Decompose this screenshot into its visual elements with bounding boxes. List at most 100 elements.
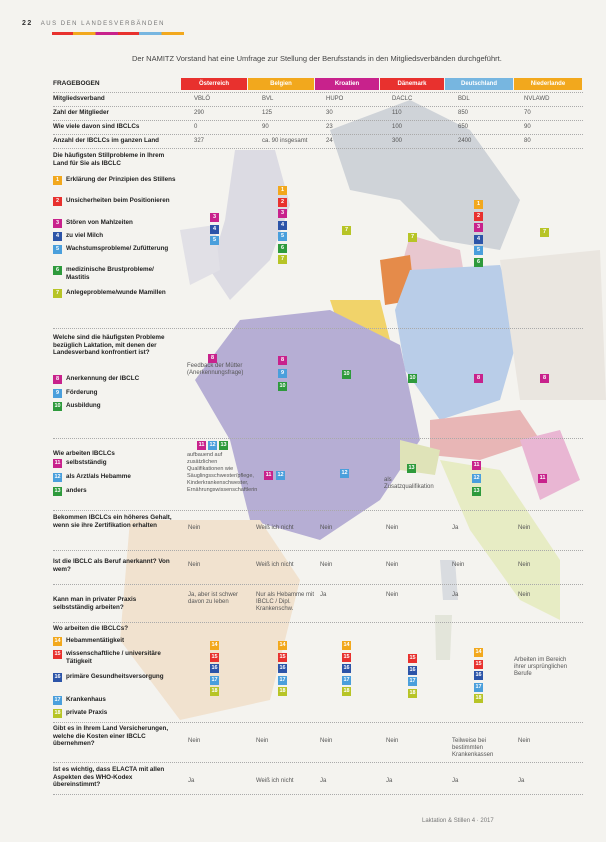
row-label-who: Ist es wichtig, dass ELACTA mit allen As… [53,766,165,788]
table-cell: ca. 90 insgesamt [262,138,308,144]
page-header: 22 AUS DEN LANDESVERBÄNDEN [22,20,165,27]
badge-11: 11 [264,471,273,480]
badge-6: 6 [53,266,62,275]
column-header-germany: Deutschland [445,78,513,90]
badge-15: 15 [408,654,417,663]
badge-15: 15 [210,652,219,662]
row-label-salary: Bekommen IBCLCs ein höheres Gehalt, wenn… [53,514,172,529]
badge-6: 6 [278,243,287,253]
table-cell: Ja [452,525,459,531]
row-label-recognition: Ist die IBCLC als Beruf anerkannt? Von w… [53,558,170,573]
table-cell: Weiß ich nicht [256,525,294,531]
badge-7: 7 [53,289,62,298]
legend-item-18: 18 private Praxis [53,709,178,718]
badge-11: 11 [472,461,481,470]
badge-15: 15 [474,659,483,669]
table-cell: Nein [188,562,201,568]
table-cell: Nein [256,738,269,744]
legend-item-7: 7 Anlegeprobleme/wunde Mamillen [53,289,178,298]
badge-12: 12 [208,441,217,450]
badge-10: 10 [53,402,62,411]
questionnaire-label: FRAGEBOGEN [53,80,100,87]
badge-12: 12 [472,474,481,483]
table-cell: Ja [188,778,195,784]
badge-2: 2 [474,211,483,221]
intro-text: Der NAMITZ Vorstand hat eine Umfrage zur… [132,54,502,63]
badge-8: 8 [540,374,549,383]
row-divider [53,584,583,585]
badge-16: 16 [53,673,62,682]
badge-3: 3 [278,209,287,218]
table-cell: Nein [518,592,531,598]
section-title: AUS DEN LANDESVERBÄNDEN [40,20,165,27]
legend-text: Anerkennung der IBCLC [66,375,140,382]
table-cell: 125 [262,110,273,116]
table-cell: NVLAWD [524,96,550,102]
legend-item-6: 6 medizinische Brustprobleme/ Mastitis [53,266,178,281]
badge-11: 11 [197,441,206,450]
table-cell: Weiß ich nicht [256,778,294,784]
legend-item-1: 1 Erklärung der Prinzipien des Stillens [53,176,178,185]
badge-7: 7 [278,255,287,264]
legend-item-12: 12 als Arzt/als Hebamme [53,473,178,482]
badge-6: 6 [474,257,483,267]
row-divider [53,438,583,439]
badge-16: 16 [342,664,351,673]
legend-text: Förderung [66,389,98,396]
table-cell: BVL [262,96,274,102]
legend-item-8: 8 Anerkennung der IBCLC [53,375,178,384]
badge-8: 8 [208,354,217,363]
table-cell: Ja [320,592,327,598]
badge-16: 16 [408,665,417,675]
badge-17: 17 [210,675,219,685]
table-cell: 70 [524,110,531,116]
row-label-member: Mitgliedsverband [53,95,105,102]
badge-14: 14 [474,648,483,657]
table-cell: 30 [326,110,333,116]
page-number: 22 [22,20,33,27]
badge-13: 13 [407,464,416,473]
column-header-netherlands: Niederlande [514,78,582,90]
table-cell: 100 [392,124,403,130]
badge-12: 12 [276,471,285,480]
table-cell: Nein [320,562,333,568]
table-cell: Nein [386,525,399,531]
legend-text: Wachstumsprobleme/ Zufütterung [66,245,169,252]
table-cell: Nein [518,738,531,744]
badge-18: 18 [408,688,417,698]
row-divider [53,762,583,763]
row-divider [53,550,583,551]
table-cell: Nein [188,525,201,531]
row-label-total: Anzahl der IBCLCs im ganzen Land [53,137,160,144]
badge-17: 17 [53,696,62,705]
where-question: Wo arbeiten die IBCLCs? [53,625,129,632]
badge-13: 13 [472,487,481,496]
page-footer: Laktation & Stillen 4 · 2017 [422,818,494,824]
badge-15: 15 [53,650,62,659]
legend-text: Erklärung der Prinzipien des Stillens [66,176,176,183]
legend-text: Stören von Mahlzeiten [66,219,133,226]
badge-12: 12 [53,473,62,482]
table-cell: Teilweise bei bestimmten Krankenkassen [452,738,494,758]
badge-17: 17 [278,675,287,685]
table-cell: 80 [524,138,531,144]
badge-1: 1 [53,176,62,185]
legend-item-9: 9 Förderung [53,389,178,398]
row-divider [53,794,583,795]
row-label-private: Kann man in privater Praxis selbstständi… [53,596,137,611]
badge-8: 8 [53,375,62,384]
badge-18: 18 [210,687,219,696]
table-cell: Ja [518,778,525,784]
badge-17: 17 [408,677,417,686]
legend-text: private Praxis [66,709,108,716]
badge-3: 3 [474,223,483,232]
work-question: Wie arbeiten IBCLCs [53,450,115,457]
legend-item-11: 11 selbstständig [53,459,178,468]
badge-18: 18 [53,709,62,718]
badge-2: 2 [278,197,287,207]
table-cell: Ja [452,778,459,784]
table-cell: Nein [386,562,399,568]
column-header-austria: Österreich [181,78,247,90]
legend-item-17: 17 Krankenhaus [53,696,178,705]
